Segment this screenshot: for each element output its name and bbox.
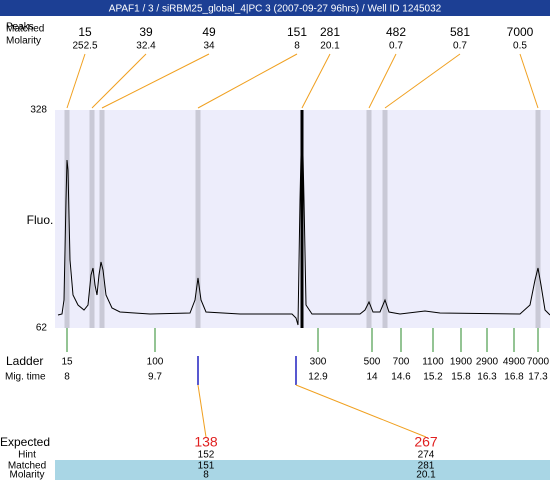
matched-size: 151 <box>198 461 215 472</box>
matched-size: 281 <box>418 461 435 472</box>
hint-size: 274 <box>418 450 435 461</box>
row-label: Molarity <box>6 36 41 47</box>
peak-band <box>64 110 70 328</box>
peak-connector <box>91 53 147 109</box>
row-label: Matched <box>6 24 44 35</box>
peak-connector <box>197 53 298 109</box>
peak-connector <box>301 53 331 109</box>
hint-size: 152 <box>198 450 215 461</box>
migration-time: 15.8 <box>451 372 471 383</box>
peak-size: 15 <box>78 25 92 39</box>
matched-molarity: 20.1 <box>416 470 436 480</box>
peak-molarity: 8 <box>294 41 300 52</box>
ladder-size: 700 <box>393 357 410 368</box>
row-label: Molarity <box>9 470 44 480</box>
peak-molarity: 0.7 <box>453 41 467 52</box>
row-label: Matched <box>8 461 46 472</box>
ladder-size: 500 <box>364 357 381 368</box>
peak-size: 49 <box>202 25 216 39</box>
migration-time: 17.3 <box>528 372 548 383</box>
row-label: Expected <box>0 435 50 449</box>
peak-band <box>99 110 105 328</box>
peak-connector <box>101 53 210 109</box>
peak-size: 7000 <box>507 25 534 39</box>
peak-connector <box>519 53 539 109</box>
migration-time: 8 <box>64 372 70 383</box>
peak-molarity: 34 <box>203 41 215 52</box>
migration-time: 12.9 <box>308 372 328 383</box>
peak-band <box>366 110 372 328</box>
matched-row-bg <box>55 460 550 480</box>
peak-size: 39 <box>139 25 153 39</box>
expected-size: 138 <box>194 434 218 450</box>
peak-band <box>300 110 304 328</box>
ladder-size: 4900 <box>503 357 526 368</box>
y-axis-label: Fluo. <box>27 213 54 227</box>
migration-time: 14.6 <box>391 372 411 383</box>
ladder-size: 7000 <box>527 357 550 368</box>
peak-size: 581 <box>450 25 470 39</box>
expected-size: 267 <box>414 434 438 450</box>
matched-molarity: 8 <box>203 470 209 480</box>
ladder-size: 1900 <box>450 357 473 368</box>
peak-size: 482 <box>386 25 406 39</box>
peak-molarity: 0.5 <box>513 41 527 52</box>
row-label: Mig. time <box>5 372 46 383</box>
peak-molarity: 32.4 <box>136 41 156 52</box>
migration-time: 16.3 <box>477 372 497 383</box>
peak-band <box>382 110 388 328</box>
peak-band <box>89 110 95 328</box>
peak-connector <box>66 53 86 109</box>
ladder-size: 100 <box>147 357 164 368</box>
title-bar <box>0 0 550 16</box>
migration-time: 15.2 <box>423 372 443 383</box>
ladder-size: 300 <box>310 357 327 368</box>
y-min-label: 62 <box>36 323 48 334</box>
ladder-size: 15 <box>61 357 73 368</box>
peak-molarity: 0.7 <box>389 41 403 52</box>
peak-size: 151 <box>287 25 307 39</box>
peak-connector <box>368 53 397 109</box>
y-max-label: 328 <box>30 105 47 116</box>
ladder-size: 2900 <box>476 357 499 368</box>
title: APAF1 / 3 / siRBM25_global_4|PC 3 (2007-… <box>109 4 442 15</box>
peak-connector <box>384 53 461 109</box>
peak-band <box>195 110 201 328</box>
peak-molarity: 252.5 <box>72 41 97 52</box>
migration-time: 14 <box>366 372 378 383</box>
peak-size: 281 <box>320 25 340 39</box>
connector <box>295 384 427 438</box>
row-label: Ladder <box>6 354 43 368</box>
row-label: Hint <box>18 450 36 461</box>
row-label: Peaks <box>6 22 34 33</box>
peak-band <box>535 110 541 328</box>
peak-molarity: 20.1 <box>320 41 340 52</box>
connector <box>197 384 207 438</box>
migration-time: 9.7 <box>148 372 162 383</box>
migration-time: 16.8 <box>504 372 524 383</box>
ladder-size: 1100 <box>422 357 444 368</box>
trace <box>57 109 550 326</box>
